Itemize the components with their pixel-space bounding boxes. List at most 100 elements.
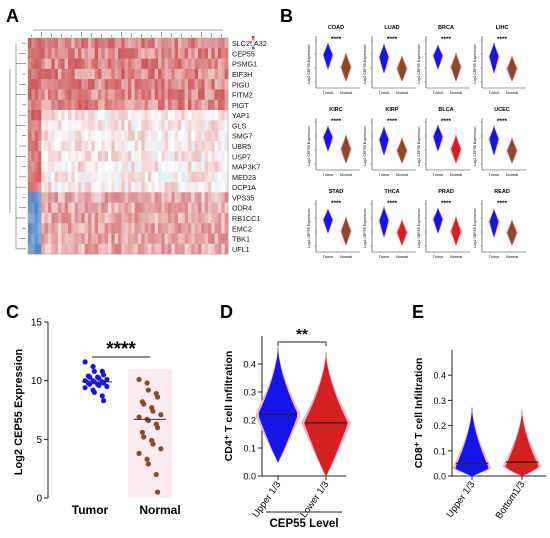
significance-label: **** xyxy=(497,118,508,125)
heatmap-cell xyxy=(98,58,102,70)
heatmap-cell xyxy=(81,161,85,173)
heatmap-cell xyxy=(51,120,55,131)
heatmap-cell xyxy=(191,212,195,224)
heatmap-cell xyxy=(38,99,42,111)
heatmap-cell xyxy=(171,120,175,131)
heatmap-cell xyxy=(198,243,202,255)
heatmap-cell xyxy=(221,38,225,49)
heatmap-cell xyxy=(91,89,95,101)
y-tick-label: 15 xyxy=(31,318,43,329)
heatmap-cell xyxy=(201,223,205,234)
heatmap-cell xyxy=(191,58,195,70)
data-point-tumor xyxy=(96,375,102,381)
heatmap-cell xyxy=(124,79,129,90)
heatmap-cell xyxy=(141,99,145,111)
heatmap-cell xyxy=(204,182,209,193)
heatmap-cell xyxy=(108,243,112,255)
heatmap-cell xyxy=(34,58,39,70)
heatmap-cell xyxy=(224,171,229,183)
heatmap-cell xyxy=(61,243,65,255)
heatmap-cell xyxy=(138,212,142,224)
heatmap-cell xyxy=(184,171,189,183)
heatmap-cell xyxy=(184,110,189,121)
heatmap-cell xyxy=(101,38,105,49)
heatmap-cell xyxy=(221,243,225,255)
x-tick-label: Normal xyxy=(340,173,352,177)
heatmap-cell xyxy=(78,110,82,121)
heatmap-cell xyxy=(134,89,139,101)
heatmap-cell xyxy=(151,89,155,101)
heatmap-cell xyxy=(164,243,169,255)
heatmap-cell xyxy=(74,120,79,131)
heatmap-cell xyxy=(204,192,209,203)
y-tick-label: 0.4 xyxy=(243,360,256,370)
heatmap-cell xyxy=(141,89,145,101)
heatmap-cell xyxy=(131,233,135,245)
heatmap-cell xyxy=(174,99,179,111)
heatmap-cell xyxy=(178,202,182,214)
heatmap-cell xyxy=(158,110,162,121)
heatmap-cell xyxy=(224,202,229,214)
heatmap-cell xyxy=(214,243,219,255)
heatmap-cell xyxy=(38,161,42,173)
x-tick-label: Normal xyxy=(340,91,352,95)
heatmap-cell xyxy=(114,223,119,234)
heatmap-cell xyxy=(71,58,75,70)
y-axis-label: Log2 CEP55 Expression xyxy=(307,126,311,165)
heatmap-cell xyxy=(211,110,215,121)
heatmap-cell xyxy=(58,212,62,224)
heatmap-cell xyxy=(118,243,122,255)
heatmap-cell xyxy=(31,48,35,59)
heatmap-cell xyxy=(121,212,125,224)
heatmap-cell xyxy=(34,243,39,255)
heatmap-cell xyxy=(208,161,212,173)
heatmap-cell xyxy=(118,48,122,59)
heatmap-cell xyxy=(204,151,209,162)
heatmap-cell xyxy=(68,140,72,152)
heatmap-cell xyxy=(58,233,62,245)
heatmap-cell xyxy=(44,223,49,234)
heatmap-cell xyxy=(28,182,32,193)
heatmap-cell xyxy=(154,202,159,214)
heatmap-cell xyxy=(51,89,55,101)
cancer-title: BRCA xyxy=(438,25,454,31)
heatmap-cell xyxy=(28,223,32,234)
heatmap-cell xyxy=(31,151,35,162)
heatmap-cell xyxy=(184,140,189,152)
panel-label-b: B xyxy=(280,6,293,26)
heatmap-cell xyxy=(98,212,102,224)
violin-normal xyxy=(397,220,407,245)
heatmap-cell xyxy=(58,48,62,59)
heatmap-cell xyxy=(78,212,82,224)
heatmap-cell xyxy=(124,161,129,173)
heatmap-cell xyxy=(104,110,109,121)
heatmap-cell xyxy=(38,68,42,80)
heatmap-cell xyxy=(218,192,222,203)
heatmap-cell xyxy=(48,120,52,131)
heatmap-cell xyxy=(38,223,42,234)
heatmap-cell xyxy=(198,202,202,214)
heatmap-cell xyxy=(61,120,65,131)
heatmap-cell xyxy=(41,68,45,80)
gene-label: ODR4 xyxy=(232,204,252,213)
heatmap-cell xyxy=(154,161,159,173)
data-point-normal xyxy=(154,394,161,400)
heatmap-cell xyxy=(91,140,95,152)
heatmap-cell xyxy=(28,212,32,224)
heatmap-cell xyxy=(51,68,55,80)
heatmap-cell xyxy=(98,110,102,121)
heatmap-cell xyxy=(168,140,172,152)
heatmap-cell xyxy=(81,38,85,49)
significance-label: **** xyxy=(387,200,398,207)
heatmap-cell xyxy=(124,182,129,193)
heatmap-cell xyxy=(168,48,172,59)
heatmap-cell xyxy=(54,99,59,111)
heatmap-cell xyxy=(38,171,42,183)
heatmap-cell xyxy=(194,212,199,224)
heatmap-cell xyxy=(138,192,142,203)
heatmap-cell xyxy=(84,110,89,121)
heatmap-cell xyxy=(34,89,39,101)
heatmap-cell xyxy=(51,192,55,203)
heatmap-cell xyxy=(48,182,52,193)
heatmap-cell xyxy=(61,161,65,173)
